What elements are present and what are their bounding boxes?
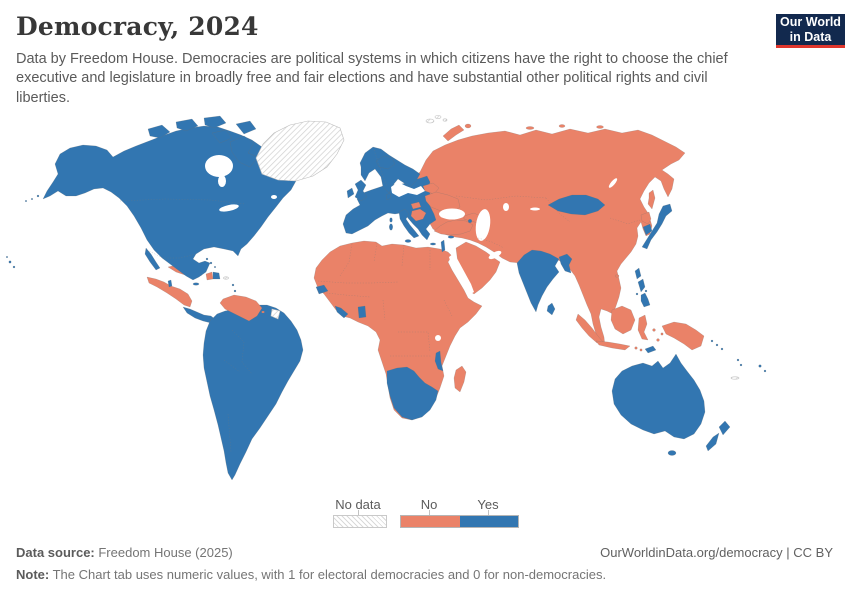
region-north-america[interactable]: [5, 115, 297, 281]
owid-logo-line1: Our World: [780, 14, 841, 29]
page-title: Democracy, 2024: [16, 12, 259, 41]
region-africa-blue[interactable]: [315, 284, 444, 421]
chart-subtitle: Data by Freedom House. Democracies are p…: [16, 51, 728, 106]
region-mongolia[interactable]: [547, 194, 606, 216]
region-europe-non-democracies[interactable]: [410, 182, 483, 236]
world-map[interactable]: [0, 110, 850, 494]
chart-header: Democracy, 2024 Data by Freedom House. D…: [16, 12, 761, 108]
note-label: Note:: [16, 567, 50, 582]
region-europe[interactable]: [342, 146, 437, 246]
region-oceania[interactable]: [611, 339, 767, 456]
chart-footer: Data source: Freedom House (2025) OurWor…: [16, 545, 833, 582]
region-no-data[interactable]: [223, 115, 740, 380]
legend-no-data-label: No data: [335, 497, 381, 512]
owid-logo: Our World in Data: [776, 14, 845, 48]
legend-bar[interactable]: [400, 515, 519, 528]
legend-yes-tick: [488, 510, 489, 515]
data-source-value: Freedom House (2025): [94, 545, 233, 560]
region-maritime-southeast-asia-orange[interactable]: [575, 305, 705, 352]
owid-link[interactable]: OurWorldinData.org/democracy | CC BY: [600, 545, 833, 560]
country-borders: [119, 149, 641, 453]
sea-carveouts: [205, 155, 618, 341]
region-africa-orange[interactable]: [313, 240, 483, 421]
legend-yes-swatch[interactable]: [459, 516, 518, 527]
legend-no-data-tick: [358, 510, 359, 515]
region-south-asia-blue[interactable]: [516, 249, 573, 316]
chart-note: Note: The Chart tab uses numeric values,…: [16, 567, 833, 582]
region-middle-east-blue-bits[interactable]: [440, 218, 473, 253]
legend-no-tick: [429, 510, 430, 515]
owid-logo-line2: in Data: [789, 29, 832, 44]
legend-no-label: No: [420, 497, 438, 512]
note-value: The Chart tab uses numeric values, with …: [49, 567, 607, 582]
region-venezuela[interactable]: [219, 294, 265, 322]
legend-no-swatch[interactable]: [401, 516, 460, 527]
legend-yes-label: Yes: [477, 497, 499, 512]
region-south-america[interactable]: [202, 304, 304, 481]
region-east-asia-blue[interactable]: [634, 203, 673, 354]
data-source: Data source: Freedom House (2025): [16, 545, 233, 560]
data-source-label: Data source:: [16, 545, 95, 560]
legend-no-data-swatch[interactable]: [333, 515, 387, 528]
map-legend: No data No Yes: [0, 497, 850, 529]
region-eurasia-non-democracies[interactable]: [411, 123, 686, 347]
